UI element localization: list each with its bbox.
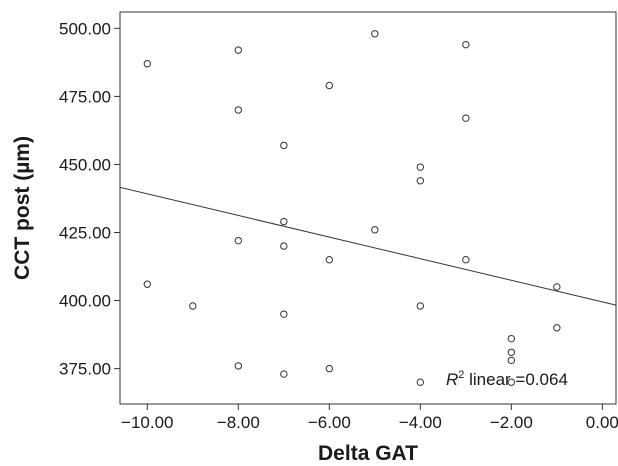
data-point	[462, 114, 470, 122]
data-point	[280, 310, 288, 318]
data-point	[280, 217, 288, 226]
data-point	[507, 348, 516, 356]
data-point	[234, 362, 243, 370]
r-squared-annotation: R2 linear =0.064	[446, 369, 568, 389]
x-tick-label: 0.00	[586, 413, 618, 432]
data-point	[234, 106, 243, 114]
data-point	[143, 60, 152, 68]
data-point	[416, 177, 425, 185]
data-point	[280, 242, 288, 250]
y-tick-label: 475.00	[59, 87, 111, 106]
data-point	[325, 81, 334, 90]
r-squared-value: linear =0.064	[464, 370, 568, 389]
data-point	[325, 256, 334, 264]
fit-line	[119, 186, 617, 306]
data-point	[189, 302, 197, 310]
data-point	[234, 236, 243, 245]
data-points	[143, 30, 561, 386]
y-axis: 375.00 400.00 425.00 450.00 475.00 500.00	[59, 19, 120, 379]
data-point	[416, 378, 425, 386]
data-point	[416, 302, 425, 310]
x-tick-label: −4.00	[399, 413, 442, 432]
plot-frame	[119, 11, 617, 405]
y-tick-label: 500.00	[59, 19, 111, 38]
x-axis-title: Delta GAT	[318, 442, 418, 465]
data-point	[553, 324, 561, 332]
data-point	[280, 141, 288, 150]
x-tick-label: −2.00	[490, 413, 533, 432]
x-tick-label: −6.00	[308, 413, 351, 432]
y-tick-label: 400.00	[59, 292, 111, 311]
data-point	[371, 226, 379, 234]
x-axis: −10.00 −8.00 −6.00 −4.00 −2.00 0.00	[121, 404, 618, 432]
data-point	[553, 283, 561, 291]
data-point	[507, 378, 516, 386]
y-tick-label: 450.00	[59, 155, 111, 174]
data-point	[143, 280, 152, 288]
data-point	[325, 364, 334, 373]
data-point	[416, 163, 425, 171]
data-point	[234, 46, 243, 54]
data-point	[462, 40, 470, 49]
data-point	[280, 370, 288, 378]
y-axis-title: CCT post (µm)	[11, 136, 34, 280]
y-tick-label: 425.00	[59, 224, 111, 243]
y-tick-label: 375.00	[59, 360, 111, 379]
data-point	[462, 256, 470, 264]
r-squared-symbol: R	[446, 370, 458, 389]
data-point	[507, 356, 516, 365]
data-point	[371, 30, 379, 38]
r-squared-superscript: 2	[458, 369, 464, 381]
x-tick-label: −10.00	[121, 413, 173, 432]
x-tick-label: −8.00	[217, 413, 260, 432]
data-point	[507, 334, 516, 343]
